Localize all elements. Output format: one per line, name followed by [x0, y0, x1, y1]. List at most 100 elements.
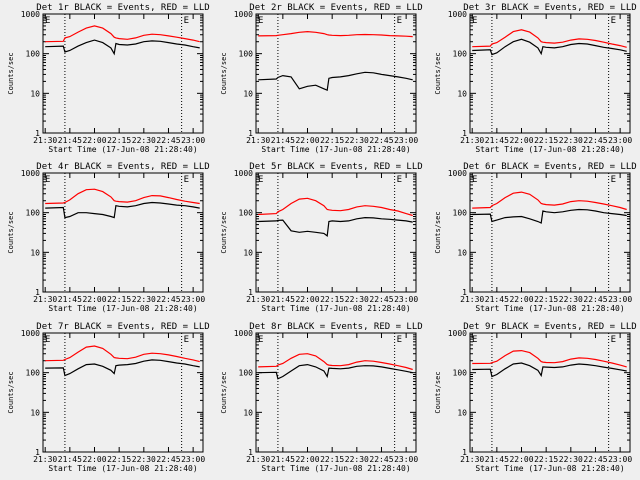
y-tick-label: 1000 — [234, 169, 253, 178]
e-marker: E — [184, 16, 189, 26]
e-marker: E — [611, 175, 616, 185]
e-marker: E — [258, 335, 263, 345]
x-tick-label: 23:00 — [608, 136, 632, 145]
x-tick-label: 21:45 — [485, 136, 509, 145]
series-line-lld — [258, 30, 413, 38]
y-tick-label: 1 — [248, 448, 253, 457]
x-axis-label: Start Time (17-Jun-08 21:28:40) — [48, 304, 197, 313]
chart-panel-8: Det 8r BLACK = Events, RED = LLD 1 10 100 10… — [220, 322, 423, 473]
series-line-lld — [258, 197, 413, 217]
x-tick-label: 22:00 — [295, 455, 319, 464]
y-axis-label: Counts/sec — [434, 52, 442, 94]
x-tick-label: 22:30 — [559, 295, 583, 304]
y-tick-label: 1000 — [21, 169, 40, 178]
x-tick-label: 22:45 — [156, 455, 180, 464]
x-tick-label: 22:45 — [583, 455, 607, 464]
chart-title: Det 3r BLACK = Events, RED = LLD — [463, 3, 636, 13]
y-tick-label: 1000 — [21, 329, 40, 338]
x-tick-label: 22:00 — [509, 136, 533, 145]
x-tick-label: 22:45 — [156, 136, 180, 145]
x-tick-label: 22:30 — [559, 136, 583, 145]
x-tick-label: 23:00 — [608, 455, 632, 464]
series-line-lld — [472, 29, 627, 48]
y-tick-label: 100 — [239, 209, 254, 218]
y-tick-label: 1 — [462, 288, 467, 297]
y-tick-label: 1000 — [234, 10, 253, 19]
x-tick-label: 21:30 — [246, 136, 270, 145]
y-tick-label: 100 — [26, 50, 41, 59]
x-tick-label: 22:45 — [583, 136, 607, 145]
x-tick-label: 21:45 — [271, 455, 295, 464]
series-line-lld — [45, 345, 200, 363]
y-tick-label: 1 — [462, 129, 467, 138]
x-tick-label: 22:30 — [345, 136, 369, 145]
x-axis-label: Start Time (17-Jun-08 21:28:40) — [261, 304, 410, 313]
plot-frame — [255, 172, 417, 293]
x-tick-label: 22:15 — [107, 295, 131, 304]
y-tick-label: 1000 — [448, 329, 467, 338]
plot-frame — [255, 13, 417, 134]
x-tick-label: 23:00 — [394, 136, 418, 145]
y-axis-label: Counts/sec — [7, 371, 15, 413]
x-axis-label: Start Time (17-Jun-08 21:28:40) — [261, 464, 410, 473]
x-tick-label: 22:45 — [369, 136, 393, 145]
x-tick-label: 23:00 — [394, 455, 418, 464]
chart-title: Det 1r BLACK = Events, RED = LLD — [36, 3, 209, 13]
e-marker: E — [184, 335, 189, 345]
series-line-lld — [45, 188, 200, 205]
chart-panel-5: Det 5r BLACK = Events, RED = LLD 1 10 100 10… — [220, 162, 423, 313]
e-marker: E — [45, 175, 50, 185]
y-tick-label: 1000 — [21, 10, 40, 19]
y-tick-label: 1 — [248, 129, 253, 138]
e-marker: E — [472, 175, 477, 185]
e-marker: E — [45, 16, 50, 26]
x-tick-label: 21:30 — [33, 455, 57, 464]
x-axis-label: Start Time (17-Jun-08 21:28:40) — [48, 145, 197, 154]
y-tick-label: 100 — [453, 50, 468, 59]
series-line-events — [472, 362, 627, 378]
y-tick-label: 100 — [239, 50, 254, 59]
x-tick-label: 22:00 — [509, 455, 533, 464]
x-tick-label: 22:15 — [534, 455, 558, 464]
chart-panel-9: Det 9r BLACK = Events, RED = LLD 1 10 100 10… — [434, 322, 637, 473]
x-tick-label: 22:00 — [82, 455, 106, 464]
chart-panel-7: Det 7r BLACK = Events, RED = LLD 1 10 100 10… — [7, 322, 210, 473]
plot-frame — [42, 332, 204, 453]
x-tick-label: 22:00 — [82, 136, 106, 145]
x-tick-label: 22:30 — [559, 455, 583, 464]
y-axis-label: Counts/sec — [220, 371, 228, 413]
x-tick-label: 21:45 — [485, 455, 509, 464]
y-axis-label: Counts/sec — [7, 211, 15, 253]
y-tick-label: 10 — [457, 408, 467, 417]
y-tick-label: 10 — [30, 248, 40, 257]
y-tick-label: 1000 — [448, 10, 467, 19]
chart-title: Det 5r BLACK = Events, RED = LLD — [249, 162, 422, 172]
chart-title: Det 8r BLACK = Events, RED = LLD — [249, 322, 422, 332]
x-tick-label: 22:45 — [156, 295, 180, 304]
y-tick-label: 10 — [457, 248, 467, 257]
y-tick-label: 1 — [462, 448, 467, 457]
x-tick-label: 21:45 — [271, 295, 295, 304]
series-line-lld — [472, 191, 627, 211]
x-axis-label: Start Time (17-Jun-08 21:28:40) — [261, 145, 410, 154]
chart-title: Det 4r BLACK = Events, RED = LLD — [36, 162, 209, 172]
e-marker: E — [472, 16, 477, 26]
x-tick-label: 22:00 — [295, 295, 319, 304]
x-tick-label: 22:30 — [345, 295, 369, 304]
x-tick-label: 21:45 — [271, 136, 295, 145]
x-tick-label: 21:45 — [58, 295, 82, 304]
y-tick-label: 100 — [26, 369, 41, 378]
y-tick-label: 100 — [26, 209, 41, 218]
x-tick-label: 22:45 — [583, 295, 607, 304]
x-tick-label: 21:30 — [460, 455, 484, 464]
x-tick-label: 22:00 — [82, 295, 106, 304]
x-tick-label: 23:00 — [181, 136, 205, 145]
e-marker: E — [397, 16, 402, 26]
x-axis-label: Start Time (17-Jun-08 21:28:40) — [48, 464, 197, 473]
x-tick-label: 21:45 — [58, 455, 82, 464]
x-tick-label: 22:15 — [320, 455, 344, 464]
e-marker: E — [45, 335, 50, 345]
e-marker: E — [611, 16, 616, 26]
chart-title: Det 7r BLACK = Events, RED = LLD — [36, 322, 209, 332]
